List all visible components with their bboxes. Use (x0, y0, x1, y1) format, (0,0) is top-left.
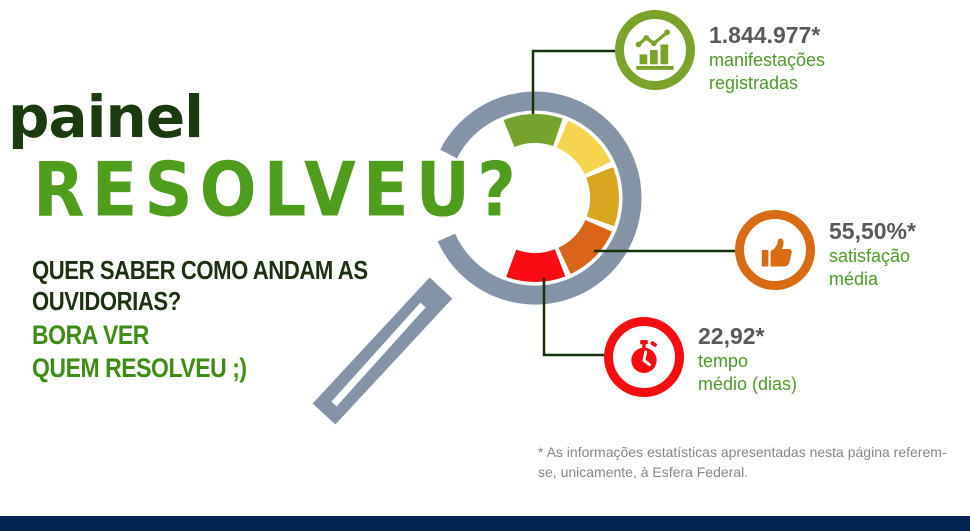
stat-satisfaction-value: 55,50%* (829, 218, 916, 244)
stopwatch-icon (631, 339, 658, 373)
page-title-painel: painel (8, 83, 204, 151)
stat-avg-time-circle (604, 317, 684, 397)
connector-line-avg-time (542, 278, 604, 357)
stat-manifestations-circle (615, 10, 695, 90)
subtitle-line2: OUVIDORIAS? (32, 286, 181, 316)
stat-manifestations-text: 1.844.977* manifestações registradas (709, 10, 825, 95)
stat-satisfaction-circle (735, 210, 815, 290)
gauge-segment-orange (558, 220, 612, 275)
gauge-segment-red (506, 249, 566, 282)
cta-line1: BORA VER (32, 320, 149, 350)
thumbs-up-icon (761, 238, 792, 267)
bottom-navy-bar (0, 516, 970, 531)
gauge-segment-gold (586, 167, 619, 227)
subtitle-line1: QUER SABER COMO ANDAM AS (32, 255, 368, 285)
footnote-line1: * As informações estatísticas apresentad… (538, 444, 947, 460)
footnote: * As informações estatísticas apresentad… (538, 442, 968, 482)
connector-line-manifestations (531, 49, 615, 114)
page-title-resolveu: RESOLVEU? (33, 146, 523, 234)
call-to-action: BORA VER QUEM RESOLVEU ;) (32, 319, 247, 385)
stat-manifestations-label: manifestações registradas (709, 50, 826, 93)
stat-manifestations: 1.844.977* manifestações registradas (615, 10, 825, 95)
stat-manifestations-value: 1.844.977* (709, 22, 821, 48)
cta-line2: QUEM RESOLVEU ;) (32, 353, 247, 383)
stat-satisfaction-text: 55,50%* satisfação média (829, 210, 916, 291)
stat-satisfaction: 55,50%* satisfação média (735, 210, 916, 291)
magnifier-handle-highlight (331, 302, 426, 407)
bar-chart-icon (635, 29, 674, 70)
subtitle-question: QUER SABER COMO ANDAM AS OUVIDORIAS? (32, 255, 368, 317)
footnote-line2: se, unicamente, à Esfera Federal. (538, 464, 749, 480)
stat-avg-time: 22,92* tempo médio (dias) (604, 317, 797, 397)
stat-satisfaction-label: satisfação média (829, 246, 911, 289)
gauge-segment-green (503, 114, 563, 148)
stat-avg-time-value: 22,92* (698, 323, 765, 349)
stat-avg-time-text: 22,92* tempo médio (dias) (698, 317, 797, 397)
gauge-segment-yellow (556, 120, 611, 175)
stat-avg-time-label: tempo médio (dias) (698, 351, 798, 394)
